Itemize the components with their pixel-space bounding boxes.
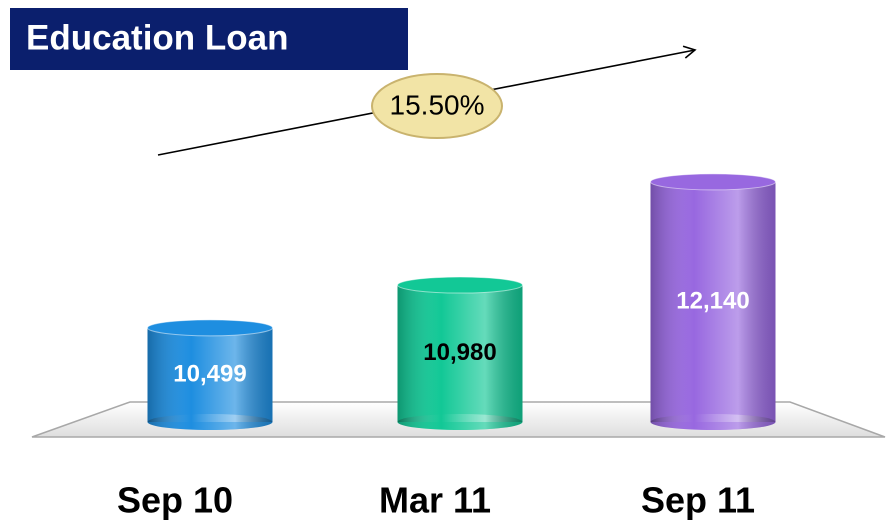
- bar-shine: [650, 181, 776, 422]
- title-box: [10, 8, 408, 70]
- bar-top: [650, 173, 776, 191]
- value-label: 10,980: [423, 339, 496, 366]
- x-tick-label: Sep 11: [641, 480, 755, 521]
- value-label: 12,140: [676, 287, 749, 314]
- bar-top: [147, 319, 273, 337]
- x-tick-label: Sep 10: [117, 480, 233, 521]
- bar-bottom-shine: [650, 414, 776, 430]
- bar-shine: [397, 285, 523, 422]
- annotation: 15.50%: [390, 89, 485, 120]
- bar-shine: [147, 327, 273, 422]
- chart-title: Education Loan: [26, 18, 289, 57]
- bar-top: [397, 276, 523, 294]
- annotation-bubble: [371, 73, 503, 139]
- bar-bottom-shine: [147, 414, 273, 430]
- value-label: 10,499: [173, 360, 246, 387]
- x-tick-label: Mar 11: [379, 480, 491, 521]
- bar-bottom-shine: [397, 414, 523, 430]
